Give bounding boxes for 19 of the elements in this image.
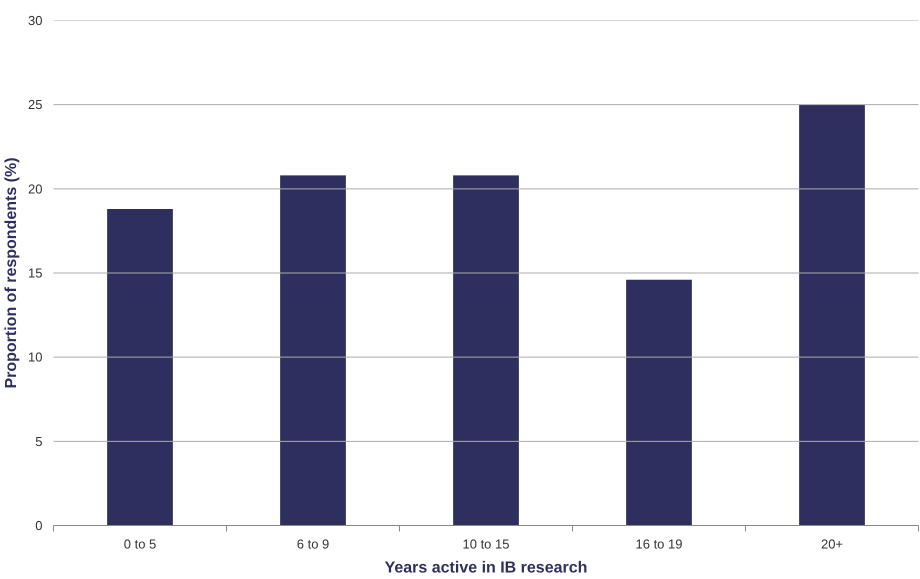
y-tick-label: 15 bbox=[28, 266, 43, 280]
bar bbox=[280, 175, 346, 526]
x-tick-label: 10 to 15 bbox=[462, 536, 510, 552]
x-tick-label: 16 to 19 bbox=[636, 536, 683, 552]
x-tick-label: 0 to 5 bbox=[124, 536, 156, 552]
y-tick-label: 5 bbox=[35, 434, 43, 449]
bar bbox=[626, 280, 692, 526]
x-tick-label: 6 to 9 bbox=[296, 536, 330, 552]
bar bbox=[453, 175, 519, 526]
y-axis-title: Proportion of respondents (%) bbox=[3, 157, 20, 389]
bar bbox=[107, 209, 173, 526]
y-tick-label: 10 bbox=[28, 350, 43, 365]
x-tick-label: 20+ bbox=[820, 536, 844, 552]
y-tick-label: 25 bbox=[28, 97, 43, 112]
x-axis-title: Years active in IB research bbox=[384, 560, 588, 576]
y-tick-label: 20 bbox=[28, 181, 43, 196]
y-tick-label: 0 bbox=[35, 518, 43, 533]
y-tick-label: 30 bbox=[28, 13, 43, 28]
bar bbox=[799, 104, 865, 526]
